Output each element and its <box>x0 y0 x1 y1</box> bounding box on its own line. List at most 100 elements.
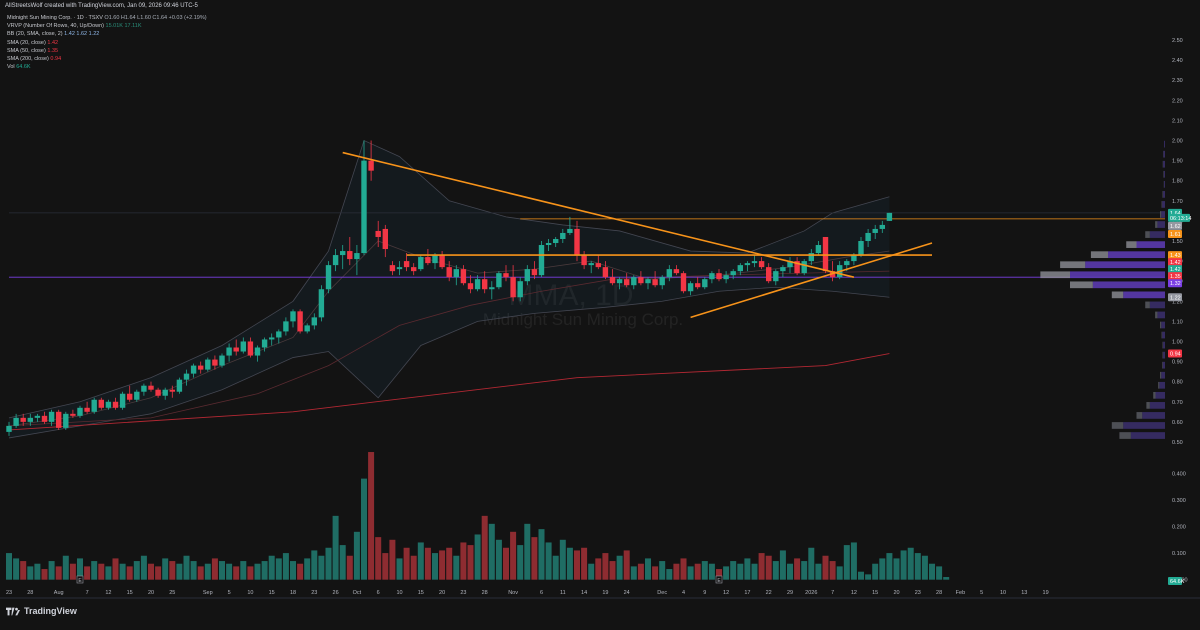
volume-bar <box>70 564 76 580</box>
volume-bar <box>283 553 289 580</box>
candle-body <box>368 161 373 171</box>
candle-body <box>539 245 544 275</box>
legend-row-sma50[interactable]: SMA (50, close) 1.35 <box>7 47 207 55</box>
candle-body <box>340 251 345 255</box>
legend-row-bb[interactable]: BB (20, SMA, close, 2) 1.42 1.62 1.22 <box>7 30 207 38</box>
volume-bar <box>695 564 701 580</box>
vrvp-bar-up <box>1164 141 1165 148</box>
candle-body <box>723 275 728 279</box>
volume-bar <box>432 553 438 580</box>
candle <box>219 354 224 368</box>
candle-body <box>198 366 203 370</box>
vrvp-bar-up <box>1085 261 1165 268</box>
candle-body <box>113 402 118 408</box>
price-tick-label: 1.10 <box>1172 319 1183 325</box>
time-tick-label: Sep <box>203 590 213 596</box>
vrvp-bar-up <box>1162 332 1165 339</box>
legend-row-vrvp[interactable]: VRVP (Number Of Rows, 40, Up/Down) 15.01… <box>7 22 207 30</box>
volume-bar <box>290 561 296 580</box>
candle-body <box>645 279 650 283</box>
time-tick-label: 22 <box>766 590 772 596</box>
candle-body <box>560 233 565 239</box>
candle-body <box>13 418 18 426</box>
volume-bar <box>361 479 367 580</box>
volume-bar <box>425 548 431 580</box>
candle-body <box>312 317 317 325</box>
volume-bar <box>389 540 395 580</box>
volume-bar <box>382 553 388 580</box>
price-tick-label: 2.00 <box>1172 139 1183 145</box>
candle-body <box>553 239 558 243</box>
candle-body <box>269 337 274 339</box>
vrvp-bar-down <box>1060 261 1085 268</box>
volume-bar <box>673 564 679 580</box>
legend-row-sma20[interactable]: SMA (20, close) 1.42 <box>7 39 207 47</box>
candle-body <box>731 271 736 275</box>
candle-body <box>660 277 665 285</box>
tradingview-brand[interactable]: TradingView <box>6 606 77 616</box>
volume-bar <box>787 564 793 580</box>
volume-bar <box>588 564 594 580</box>
candle-body <box>21 418 26 422</box>
volume-bar <box>326 548 332 580</box>
legend-row-sma200[interactable]: SMA (200, close) 0.94 <box>7 55 207 63</box>
volume-bar <box>503 548 509 580</box>
vrvp-bar-up <box>1108 251 1165 258</box>
candle-body <box>297 311 302 331</box>
candle <box>539 241 544 277</box>
time-tick-label: 6 <box>377 590 380 596</box>
candle-body <box>92 400 97 412</box>
legend-name: SMA (20, close) <box>7 40 46 46</box>
candle-body <box>305 325 310 331</box>
legend-values: 1.42 <box>47 40 58 46</box>
volume-bar <box>375 537 381 580</box>
time-tick-label: 28 <box>936 590 942 596</box>
volume-bar <box>311 550 317 579</box>
candle-body <box>603 267 608 277</box>
price-tick-label: 0.60 <box>1172 420 1183 426</box>
candle-body <box>333 255 338 265</box>
candle-body <box>170 390 175 392</box>
legend-row-vol[interactable]: Vol 64.6K <box>7 63 207 71</box>
time-tick-label: 17 <box>744 590 750 596</box>
tradingview-logo-icon <box>6 607 20 616</box>
candle <box>681 271 686 293</box>
time-tick-label: 5 <box>228 590 231 596</box>
vrvp-bar-up <box>1163 161 1165 168</box>
time-tick-label: 9 <box>703 590 706 596</box>
volume-bar <box>446 548 452 580</box>
volume-tick-label: 0.300 <box>1172 498 1186 504</box>
volume-bar <box>546 542 552 579</box>
volume-bar <box>453 556 459 580</box>
vrvp-bar-up <box>1163 342 1165 349</box>
time-tick-label: 20 <box>893 590 899 596</box>
volume-bar <box>340 545 346 580</box>
volume-bar <box>404 548 410 580</box>
legend-row-symbol[interactable]: Midnight Sun Mining Corp. · 1D · TSXV O1… <box>7 14 207 22</box>
candle-body <box>546 243 551 245</box>
volume-bar <box>617 556 623 580</box>
volume-bar <box>91 561 97 580</box>
volume-bar <box>134 561 140 580</box>
legend-values: 0.94 <box>50 56 61 62</box>
candle-body <box>184 374 189 380</box>
candle-body <box>155 390 160 396</box>
candle-body <box>241 341 246 351</box>
candle-body <box>688 283 693 291</box>
volume-bar <box>198 566 204 579</box>
vrvp-bar-down <box>1155 312 1157 319</box>
legend-values: 15.01K 17.11K <box>106 23 142 29</box>
volume-bar <box>844 545 850 580</box>
price-tick-label: 1.00 <box>1172 339 1183 345</box>
volume-bar <box>794 558 800 579</box>
volume-bar <box>943 577 949 580</box>
volume-bar <box>176 564 182 580</box>
candle-body <box>262 339 267 347</box>
volume-bar <box>333 516 339 580</box>
candle-body <box>283 321 288 331</box>
tradingview-label: TradingView <box>24 606 77 616</box>
candle-body <box>148 386 153 390</box>
vrvp-bar-down <box>1119 432 1130 439</box>
